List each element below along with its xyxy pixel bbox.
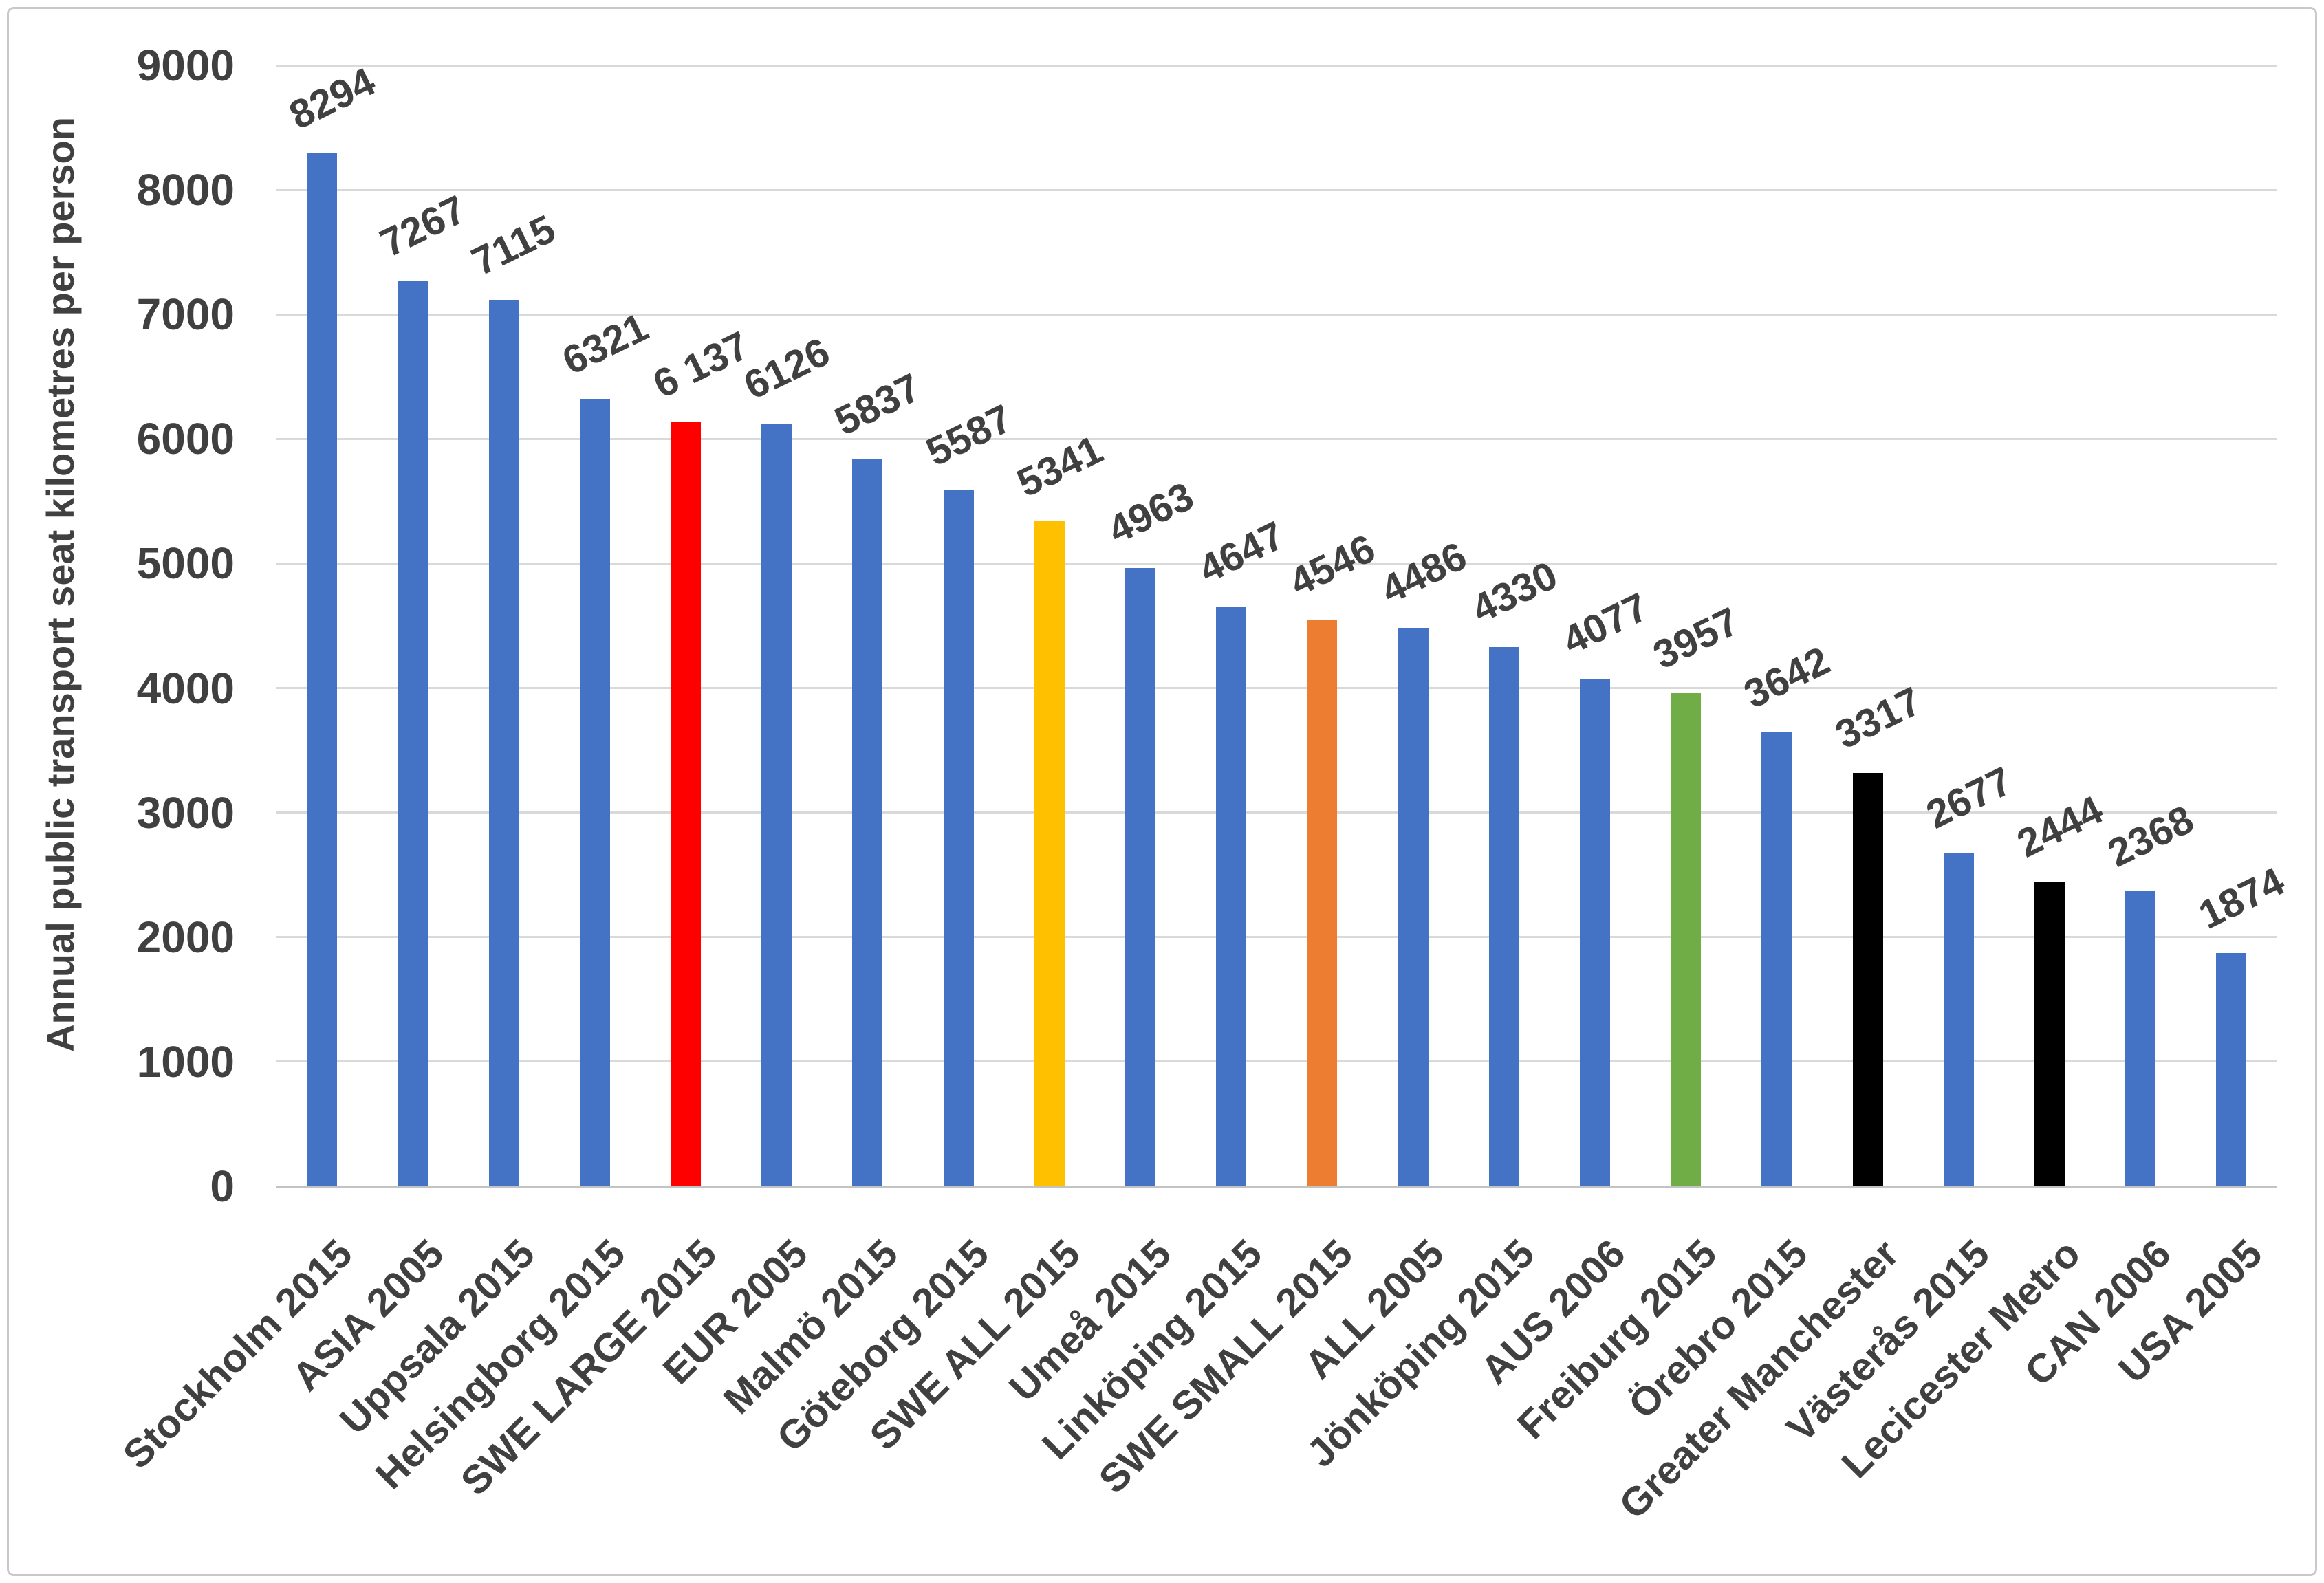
bar-usa-2005	[2216, 952, 2247, 1186]
bar-vasteras-2015	[1943, 853, 1974, 1186]
bar-asia-2005	[398, 281, 428, 1186]
bar-helsingborg-2015	[579, 399, 610, 1186]
y-tick-label-7000: 7000	[136, 290, 235, 340]
bar-umea-2015	[1125, 568, 1155, 1186]
bar-orebro-2015	[1761, 732, 1792, 1186]
bar-jonkoping-2015	[1488, 646, 1519, 1186]
bar-freiburg-2015	[1671, 693, 1702, 1186]
gridline-8000	[276, 188, 2277, 191]
y-tick-label-6000: 6000	[136, 414, 235, 464]
y-tick-label-0: 0	[210, 1161, 235, 1211]
gridline-4000	[276, 687, 2277, 690]
gridline-6000	[276, 437, 2277, 440]
bar-eur-2005	[761, 423, 792, 1186]
bar-goteborg-2015	[943, 490, 974, 1186]
y-tick-label-1000: 1000	[136, 1036, 235, 1087]
gridline-5000	[276, 562, 2277, 565]
bar-stockholm-2015	[307, 153, 338, 1186]
bar-swe-small-2015	[1307, 620, 1338, 1186]
bar-swe-large-2015	[670, 422, 701, 1186]
bar-uppsala-2015	[488, 300, 519, 1186]
bar-malmo-2015	[852, 459, 883, 1186]
y-tick-label-4000: 4000	[136, 663, 235, 713]
y-axis-title: Annual public transport seat kilometres …	[39, 117, 82, 1052]
y-tick-label-5000: 5000	[136, 538, 235, 589]
gridline-2000	[276, 936, 2277, 939]
y-tick-label-8000: 8000	[136, 165, 235, 215]
y-tick-label-9000: 9000	[136, 41, 235, 90]
bar-linkoping-2015	[1216, 607, 1247, 1186]
bar-can-2006	[2125, 891, 2156, 1186]
gridline-3000	[276, 811, 2277, 814]
chart-border-frame	[7, 7, 2317, 1576]
y-tick-label-2000: 2000	[136, 912, 235, 962]
y-tick-label-3000: 3000	[136, 787, 235, 838]
bar-lecicester-metro	[2034, 882, 2065, 1186]
bar-aus-2006	[1579, 678, 1610, 1186]
gridline-7000	[276, 313, 2277, 316]
x-axis-line	[276, 1185, 2277, 1188]
bar-swe-all-2015	[1034, 521, 1065, 1186]
bar-greater-manchester	[1852, 773, 1883, 1186]
bar-all-2005	[1398, 627, 1429, 1186]
gridline-1000	[276, 1060, 2277, 1063]
gridline-9000	[276, 64, 2277, 67]
